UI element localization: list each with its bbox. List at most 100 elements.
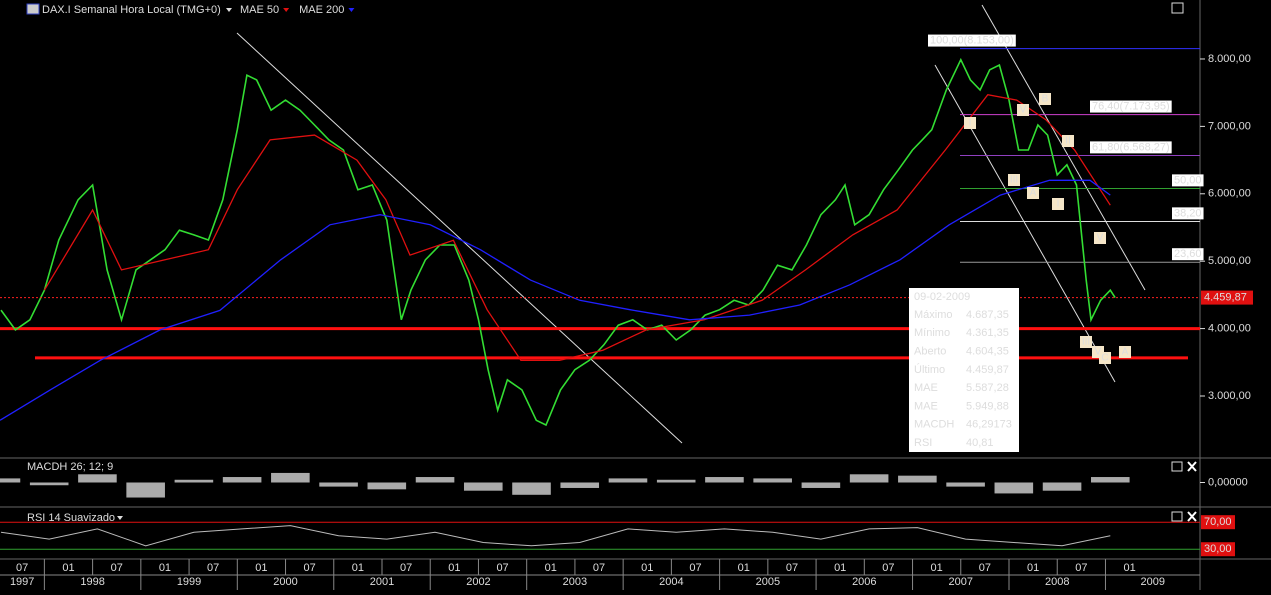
macdh-bar bbox=[705, 477, 744, 483]
panel-label[interactable]: RSI 14 Suavizado bbox=[27, 512, 115, 524]
y-tick-label: 6.000,00 bbox=[1208, 188, 1251, 200]
maximize-icon[interactable] bbox=[1171, 461, 1183, 472]
macdh-bar bbox=[174, 479, 214, 483]
x-month-label: 01 bbox=[641, 562, 653, 574]
wave-label: I bbox=[1057, 199, 1060, 210]
x-month-label: 01 bbox=[1027, 562, 1039, 574]
macdh-bar bbox=[271, 472, 310, 483]
wave-label: III bbox=[1082, 337, 1090, 348]
x-month-label: 01 bbox=[448, 562, 460, 574]
info-label: MACDH bbox=[914, 419, 954, 431]
wave-label-box bbox=[1099, 352, 1111, 364]
x-month-label: 01 bbox=[738, 562, 750, 574]
macdh-bar bbox=[319, 482, 358, 487]
x-month-label: 01 bbox=[159, 562, 171, 574]
x-month-label: 01 bbox=[255, 562, 267, 574]
wave-label: A bbox=[1030, 188, 1037, 199]
info-value: 5.587,28 bbox=[966, 382, 1009, 394]
macdh-bar bbox=[898, 475, 937, 483]
x-year-label: 2006 bbox=[852, 576, 876, 588]
last-price-box bbox=[1201, 290, 1253, 305]
y-tick-label: 3.000,00 bbox=[1208, 390, 1251, 402]
info-label: Mínimo bbox=[914, 327, 950, 339]
info-value: 4.361,35 bbox=[966, 327, 1009, 339]
wave-label: V bbox=[1095, 347, 1102, 358]
legend-dropdown[interactable] bbox=[348, 8, 355, 12]
dropdown-icon[interactable] bbox=[226, 8, 232, 12]
fib-label: 23,60 bbox=[1174, 248, 1202, 260]
info-label: Último bbox=[914, 363, 945, 376]
trendline bbox=[981, 4, 1146, 291]
x-month-label: 01 bbox=[1123, 562, 1135, 574]
wave-label: B bbox=[1042, 94, 1049, 105]
macdh-bar bbox=[0, 478, 21, 483]
wave-label: A bbox=[1122, 347, 1129, 358]
macdh-bar bbox=[1042, 482, 1082, 491]
fib-label-box bbox=[1090, 100, 1172, 113]
fib-label: 76,40(7.173,95) bbox=[1092, 101, 1170, 113]
legend-dropdown[interactable] bbox=[283, 8, 290, 12]
info-value: 40,81 bbox=[966, 437, 994, 449]
x-month-label: 01 bbox=[834, 562, 846, 574]
wave-label-box bbox=[1027, 187, 1039, 199]
macdh-bar bbox=[1090, 477, 1130, 483]
fib-label: 61,80(6.568,27) bbox=[1092, 141, 1170, 153]
fib-label-box bbox=[1172, 207, 1204, 220]
macdh-bar bbox=[608, 478, 648, 483]
maximize-icon[interactable] bbox=[1171, 511, 1183, 522]
x-year-label: 2004 bbox=[659, 576, 683, 588]
rsi-level-box bbox=[1201, 515, 1235, 530]
wave-label-box bbox=[964, 117, 976, 129]
chart-title[interactable]: DAX.I Semanal Hora Local (TMG+0) bbox=[42, 4, 221, 16]
fib-label: 50,00 bbox=[1174, 174, 1202, 186]
x-month-label: 01 bbox=[931, 562, 943, 574]
y-tick-label: 8.000,00 bbox=[1208, 53, 1251, 65]
fib-label-box bbox=[1090, 141, 1172, 154]
dropdown-icon[interactable] bbox=[117, 516, 123, 520]
x-month-label: 07 bbox=[207, 562, 219, 574]
x-year-label: 2002 bbox=[466, 576, 490, 588]
info-value: 46,29173 bbox=[966, 419, 1012, 431]
close-icon[interactable] bbox=[1187, 461, 1197, 472]
x-month-label: 01 bbox=[62, 562, 74, 574]
close-icon[interactable] bbox=[1187, 511, 1197, 522]
symbol-icon[interactable] bbox=[26, 3, 40, 15]
x-year-label: 2009 bbox=[1140, 576, 1164, 588]
info-label: MAE bbox=[914, 382, 938, 394]
info-date: 09-02-2009 bbox=[914, 291, 970, 303]
last-price-label: 4.459,87 bbox=[1204, 291, 1247, 303]
macdh-bar bbox=[126, 482, 165, 498]
wave-label: V bbox=[1020, 105, 1027, 116]
x-year-label: 1997 bbox=[10, 576, 34, 588]
x-month-label: 07 bbox=[400, 562, 412, 574]
macdh-bar bbox=[560, 482, 600, 488]
macdh-bar bbox=[801, 482, 841, 488]
y-tick-label: 5.000,00 bbox=[1208, 255, 1251, 267]
legend-entry[interactable]: MAE 200 bbox=[299, 4, 344, 16]
info-value: 4.459,87 bbox=[966, 364, 1009, 376]
price-line bbox=[0, 57, 1116, 427]
panel-label[interactable]: MACDH 26; 12; 9 bbox=[27, 461, 113, 473]
wave-label: I bbox=[969, 118, 972, 129]
macdh-bar bbox=[656, 479, 696, 483]
wave-label-box bbox=[1039, 93, 1051, 105]
fib-label: 38,20 bbox=[1174, 207, 1202, 219]
rsi-line bbox=[0, 525, 1111, 547]
info-label: Aberto bbox=[914, 346, 946, 358]
macdh-bar bbox=[78, 474, 117, 483]
y-tick-label: 30,00 bbox=[1204, 543, 1232, 555]
fib-label-box bbox=[1172, 174, 1204, 187]
macdh-bar bbox=[994, 482, 1034, 494]
maximize-icon[interactable] bbox=[1171, 2, 1184, 14]
wave-label-box bbox=[1052, 198, 1064, 210]
wave-label: V bbox=[1097, 233, 1104, 244]
wave-label-box bbox=[1119, 346, 1131, 358]
legend-entry[interactable]: MAE 50 bbox=[240, 4, 279, 16]
x-month-label: 07 bbox=[979, 562, 991, 574]
info-label: RSI bbox=[914, 437, 932, 449]
wave-label: III bbox=[1010, 175, 1018, 186]
info-value: 5.949,88 bbox=[966, 400, 1009, 412]
x-year-label: 1998 bbox=[80, 576, 104, 588]
